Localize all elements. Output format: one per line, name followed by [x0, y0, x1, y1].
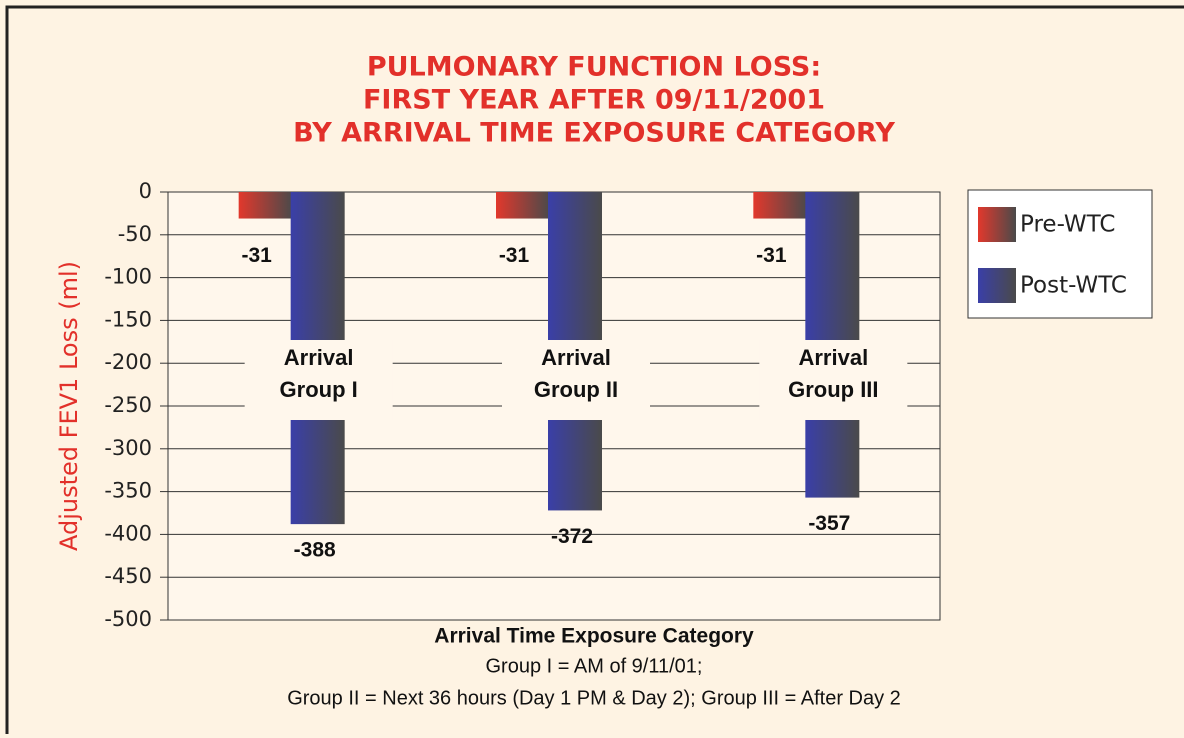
legend-label: Post-WTC [1020, 273, 1127, 299]
category-label-bg [502, 340, 650, 420]
category-label-bg [759, 340, 908, 420]
x-tick-label: Arrival [541, 345, 611, 370]
y-tick-label: -200 [104, 350, 152, 374]
y-tick-label: -100 [104, 265, 152, 289]
legend-swatch [978, 207, 1016, 242]
x-tick-label: Arrival [284, 345, 354, 370]
frame [5, 5, 1184, 734]
bar [753, 192, 808, 219]
note: Group II = Next 36 hours (Day 1 PM & Day… [287, 687, 901, 709]
y-tick-label: -50 [118, 222, 152, 246]
y-tick-label: -400 [104, 521, 152, 545]
bar [496, 192, 550, 219]
y-tick-label: -300 [104, 436, 152, 460]
x-axis-label: Arrival Time Exposure Category [434, 625, 754, 648]
note: Group I = AM of 9/11/01; [486, 655, 703, 677]
y-tick-label: -150 [104, 307, 152, 331]
chart-title: FIRST YEAR AFTER 09/11/2001 [363, 85, 825, 116]
x-tick-label: Arrival [798, 345, 868, 370]
data-label: -31 [756, 244, 787, 267]
legend-label: Pre-WTC [1020, 212, 1115, 238]
x-tick-label: Group III [788, 377, 878, 402]
y-tick-label: 0 [139, 179, 152, 203]
data-label: -372 [551, 525, 593, 548]
bar [238, 192, 293, 219]
category-label-bg [244, 340, 393, 420]
y-tick-label: -450 [104, 564, 152, 588]
chart-title: PULMONARY FUNCTION LOSS: [367, 52, 821, 83]
x-tick-label: Group I [280, 377, 358, 402]
data-label: -388 [294, 539, 336, 562]
chart-title: BY ARRIVAL TIME EXPOSURE CATEGORY [293, 118, 895, 149]
data-label: -357 [808, 512, 850, 535]
x-tick-label: Group II [534, 377, 618, 402]
legend-swatch [978, 268, 1016, 303]
data-label: -31 [499, 244, 530, 267]
y-tick-label: -250 [104, 393, 152, 417]
y-tick-label: -350 [104, 479, 152, 503]
y-tick-label: -500 [104, 607, 152, 631]
y-axis-label: Adjusted FEV1 Loss (ml) [55, 261, 83, 551]
data-label: -31 [241, 244, 272, 267]
